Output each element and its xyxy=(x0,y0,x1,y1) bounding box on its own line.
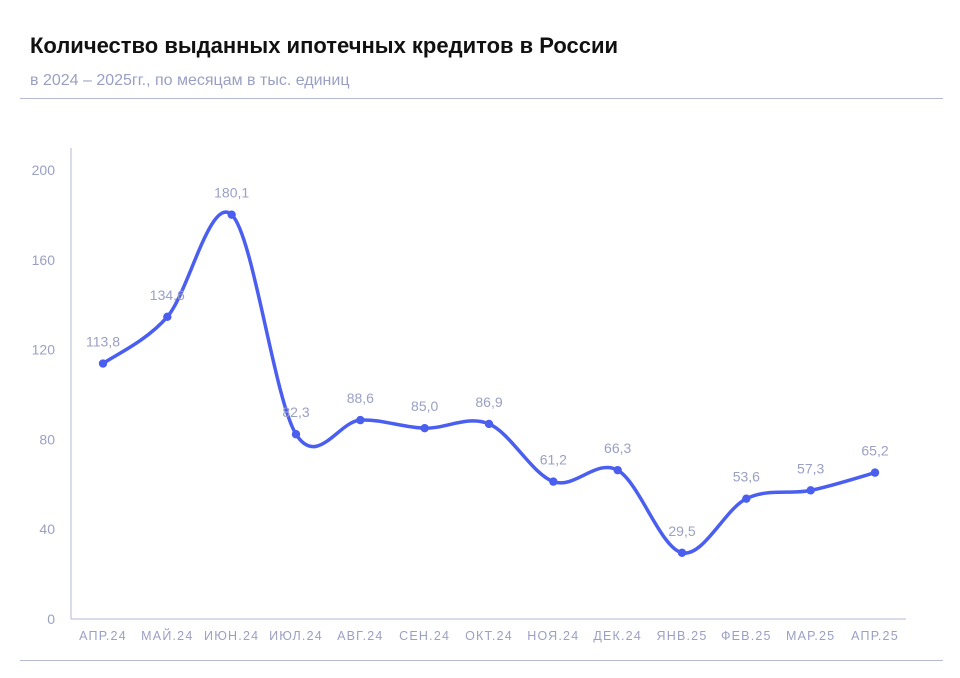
x-tick-label: НОЯ.24 xyxy=(527,629,579,643)
data-label: 180,1 xyxy=(214,185,249,201)
x-tick-label: ДЕК.24 xyxy=(593,629,642,643)
y-tick-label: 200 xyxy=(32,162,56,178)
x-tick-label: СЕН.24 xyxy=(399,629,450,643)
footer-divider xyxy=(20,660,943,661)
x-axis-ticks: АПР.24 МАЙ.24 ИЮН.24 ИЮЛ.24 АВГ.24 СЕН.24 ОКТ.… xyxy=(79,628,899,643)
x-tick-label: ИЮЛ.24 xyxy=(269,629,323,643)
data-point xyxy=(98,359,108,368)
data-label: 29,5 xyxy=(668,523,695,539)
data-point xyxy=(549,477,558,486)
data-point xyxy=(484,419,494,429)
data-label: 82,3 xyxy=(282,404,309,420)
y-tick-label: 0 xyxy=(47,611,55,627)
data-label: 57,3 xyxy=(797,460,824,476)
x-tick-label: АПР.24 xyxy=(79,629,127,643)
x-tick-label: МАР.25 xyxy=(786,629,835,643)
chart-axes xyxy=(70,148,906,620)
data-labels: 113,8 134,6 180,1 82,3 88,6 85,0 86,9 61,2 66,3 2… xyxy=(86,185,889,539)
data-point xyxy=(806,486,815,495)
y-tick-label: 40 xyxy=(39,521,55,537)
x-tick-label: АПР.25 xyxy=(851,629,899,643)
data-point xyxy=(613,465,622,475)
data-point xyxy=(420,423,429,433)
x-tick-label: ОКТ.24 xyxy=(465,629,513,643)
data-point xyxy=(291,430,301,439)
y-tick-label: 160 xyxy=(32,252,56,268)
y-tick-label: 120 xyxy=(32,342,56,358)
chart-title: Количество выданных ипотечных кредитов в… xyxy=(30,33,619,58)
x-tick-label: ИЮН.24 xyxy=(204,629,259,643)
data-point xyxy=(870,468,880,477)
header-divider xyxy=(20,98,943,99)
data-points xyxy=(98,210,880,557)
x-tick-label: ФЕВ.25 xyxy=(721,629,772,643)
x-tick-label: МАЙ.24 xyxy=(141,628,193,643)
data-point xyxy=(163,312,172,322)
y-axis-ticks: 0 40 80 120 160 200 xyxy=(32,162,56,627)
data-label: 86,9 xyxy=(475,394,502,410)
chart-subtitle: в 2024 – 2025гг., по месяцам в тыс. един… xyxy=(30,72,350,89)
data-label: 61,2 xyxy=(540,452,567,468)
data-point xyxy=(677,548,687,557)
series-line xyxy=(101,210,877,555)
data-point xyxy=(227,210,236,219)
x-tick-label: АВГ.24 xyxy=(337,629,384,643)
data-point xyxy=(356,415,365,425)
data-label: 134,6 xyxy=(150,287,185,303)
data-label: 65,2 xyxy=(861,443,888,459)
data-label: 85,0 xyxy=(411,398,438,414)
y-tick-label: 80 xyxy=(39,431,55,447)
data-label: 113,8 xyxy=(86,334,120,350)
data-label: 88,6 xyxy=(347,390,374,406)
x-tick-label: ЯНВ.25 xyxy=(657,629,708,643)
data-label: 66,3 xyxy=(604,440,631,456)
data-label: 53,6 xyxy=(733,469,760,485)
data-point xyxy=(742,494,751,503)
